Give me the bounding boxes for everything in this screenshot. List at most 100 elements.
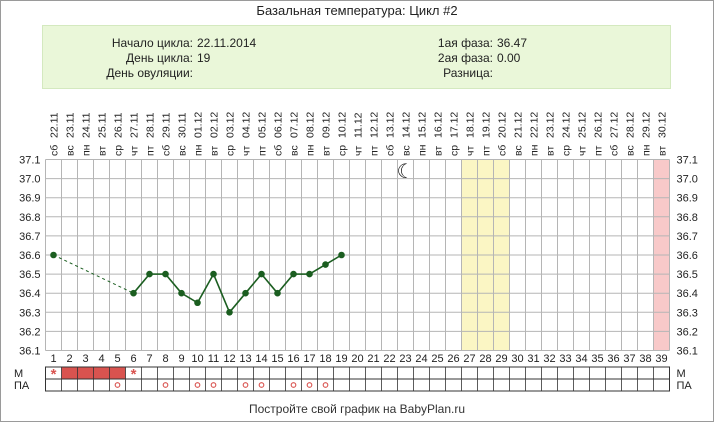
- date-label: 20.12: [497, 112, 509, 138]
- day-number-label: 28: [479, 353, 491, 365]
- day-number-label: 2: [66, 353, 72, 365]
- weekday-label: пн: [193, 144, 205, 156]
- weekday-label: сб: [609, 145, 621, 156]
- phase2-value: 0.00: [497, 51, 521, 65]
- day-number-label: 9: [178, 353, 184, 365]
- weekday-label: ср: [337, 145, 349, 156]
- day-number-label: 37: [623, 353, 635, 365]
- y-tick-right-label: 36.2: [677, 326, 698, 338]
- data-point-day-11: [210, 270, 217, 278]
- date-label: 17.12: [449, 112, 461, 138]
- y-tick-left-label: 37.0: [19, 174, 40, 186]
- day-number-label: 17: [303, 353, 315, 365]
- data-point-day-16: [290, 270, 297, 278]
- weekday-label: вс: [177, 145, 189, 156]
- pa-marker-day-8: [162, 382, 169, 388]
- day-number-label: 20: [351, 353, 363, 365]
- weekday-label: вт: [657, 146, 669, 156]
- phase1-label: 1ая фаза:: [437, 36, 493, 50]
- weekday-label: пт: [145, 145, 157, 156]
- pa-marker-day-11: [210, 382, 217, 388]
- weekday-label: чт: [241, 146, 253, 156]
- pa-marker-day-5: [114, 382, 121, 388]
- y-tick-right-label: 36.8: [677, 212, 698, 224]
- y-tick-right-label: 36.6: [677, 250, 698, 262]
- y-tick-left-label: 36.1: [19, 346, 40, 358]
- day-number-label: 26: [447, 353, 459, 365]
- date-label: 24.12: [561, 112, 573, 138]
- series-line-segment: [228, 292, 247, 313]
- footer-link[interactable]: Постройте свой график на BabyPlan.ru: [248, 402, 466, 416]
- temperature-chart: 37.1 37.1 37.0 37.0 36.9 36.9 36.8 36.8 36.7 36.7…: [14, 112, 698, 392]
- date-label: 13.12: [385, 112, 397, 138]
- day-number-label: 38: [639, 353, 651, 365]
- data-point-day-9: [178, 289, 185, 297]
- date-label: 04.12: [241, 112, 253, 138]
- weekday-label: сб: [161, 145, 173, 156]
- phase1-value: 36.47: [497, 36, 528, 50]
- date-label: 06.12: [273, 112, 285, 138]
- weekday-label: пт: [257, 145, 269, 156]
- series-line-segment: [132, 273, 151, 294]
- date-label: 07.12: [289, 112, 301, 138]
- weekday-label: ср: [113, 145, 125, 156]
- series-gap-dashed-line: [53, 254, 134, 294]
- weekday-label: сб: [497, 145, 509, 156]
- chart-title: Базальная температура: Цикл #2: [256, 3, 458, 18]
- day-number-label: 8: [162, 353, 168, 365]
- weekday-label: ср: [449, 145, 461, 156]
- pa-marker-day-10: [194, 382, 201, 388]
- y-tick-left-label: 36.6: [19, 250, 40, 262]
- date-label: 18.12: [465, 112, 477, 138]
- day-number-label: 14: [255, 353, 267, 365]
- data-point-day-17: [306, 270, 313, 278]
- day-number-label: 21: [367, 353, 379, 365]
- date-label: 30.11: [177, 112, 189, 138]
- date-label: 14.12: [401, 112, 413, 138]
- day-number-label: 13: [239, 353, 251, 365]
- day-number-label: 15: [271, 353, 283, 365]
- data-point-day-18: [322, 261, 329, 268]
- date-label: 02.12: [209, 112, 221, 138]
- weekday-label: вс: [289, 145, 301, 156]
- day-number-label: 19: [335, 353, 347, 365]
- y-tick-left-label: 36.2: [19, 326, 40, 338]
- phase2-label: 2ая фаза:: [437, 51, 493, 65]
- day-number-label: 24: [415, 353, 427, 365]
- pa-marker-day-14: [258, 382, 265, 388]
- ovulation-day-label: День овуляции:: [106, 66, 193, 80]
- y-tick-left-label: 36.7: [19, 231, 40, 243]
- weekday-label: вс: [625, 145, 637, 156]
- date-label: 25.12: [577, 112, 589, 138]
- day-number-label: 36: [607, 353, 619, 365]
- date-label: 19.12: [481, 112, 493, 138]
- weekday-label: чт: [353, 146, 365, 156]
- day-number-label: 10: [191, 353, 203, 365]
- y-tick-right-label: 36.9: [677, 193, 698, 205]
- date-label: 01.12: [193, 112, 205, 138]
- date-label: 03.12: [225, 112, 237, 138]
- date-label: 26.11: [113, 112, 125, 138]
- data-point-day-12: [226, 309, 233, 316]
- weekday-label: сб: [49, 145, 61, 156]
- pa-marker-day-18: [322, 382, 329, 388]
- series-line-segment: [212, 273, 231, 313]
- row-pa-label-left: ПА: [14, 380, 30, 392]
- y-tick-right-label: 36.7: [677, 231, 698, 243]
- date-label: 08.12: [305, 112, 317, 138]
- data-point-day-7: [146, 270, 153, 278]
- data-point-day-19: [338, 251, 345, 259]
- day-number-label: 25: [431, 353, 443, 365]
- cycle-day-label: День цикла:: [126, 51, 193, 65]
- day-number-label: 22: [383, 353, 395, 365]
- date-label: 10.12: [337, 112, 349, 138]
- date-label: 24.11: [81, 112, 93, 138]
- y-tick-right-label: 37.0: [677, 174, 698, 186]
- date-label: 29.11: [161, 112, 173, 138]
- day-number-label: 32: [543, 353, 555, 365]
- date-label: 16.12: [433, 112, 445, 138]
- weekday-label: вс: [65, 145, 77, 156]
- date-label: 15.12: [417, 112, 429, 138]
- day-number-label: 6: [130, 353, 136, 365]
- y-tick-right-label: 36.5: [677, 269, 698, 281]
